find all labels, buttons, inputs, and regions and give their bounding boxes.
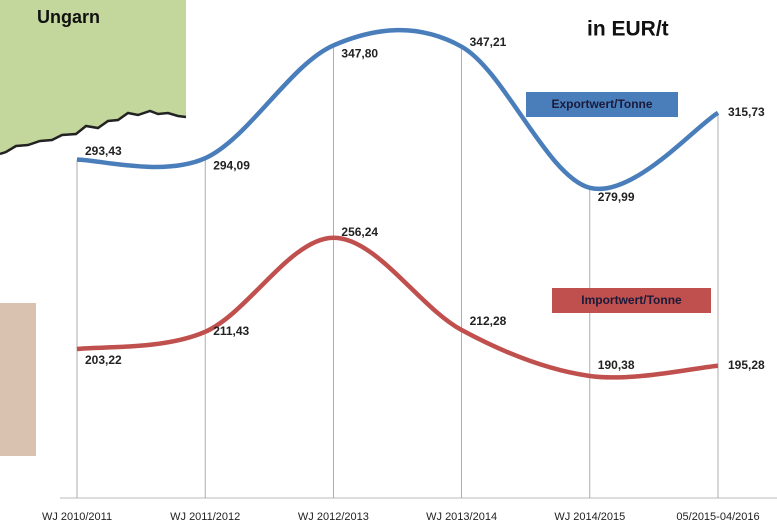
value-label: 190,38	[598, 358, 635, 372]
x-tick-label: WJ 2014/2015	[554, 511, 625, 523]
value-label: 293,43	[85, 144, 122, 158]
value-label: 347,80	[341, 47, 378, 61]
x-tick-label: WJ 2012/2013	[298, 511, 369, 523]
value-label: 315,73	[728, 105, 765, 119]
x-tick-label: WJ 2013/2014	[426, 511, 497, 523]
value-label: 195,28	[728, 358, 765, 372]
x-tick-label: WJ 2010/2011	[42, 511, 112, 523]
value-label: 211,43	[213, 324, 249, 338]
value-label: 279,99	[598, 190, 635, 204]
chart-subtitle: in EUR/t	[587, 18, 669, 41]
series-line	[76, 235, 719, 380]
legend-swatch	[552, 288, 711, 313]
legend-label: Importwert/Tonne	[581, 293, 682, 307]
chart-title: Ungarn	[37, 7, 100, 27]
legend-swatch	[526, 92, 678, 117]
value-label: 256,24	[341, 225, 378, 239]
series-line	[76, 27, 720, 192]
value-label: 212,28	[470, 314, 507, 328]
x-tick-label: 05/2015-04/2016	[676, 511, 759, 523]
title-box	[0, 0, 186, 154]
legend-label: Exportwert/Tonne	[551, 97, 652, 111]
x-tick-label: WJ 2011/2012	[170, 511, 240, 523]
value-label: 203,22	[85, 353, 122, 367]
value-label: 347,21	[470, 35, 507, 49]
torn-edge	[0, 109, 187, 156]
side-box	[0, 303, 36, 456]
value-label: 294,09	[213, 158, 250, 172]
